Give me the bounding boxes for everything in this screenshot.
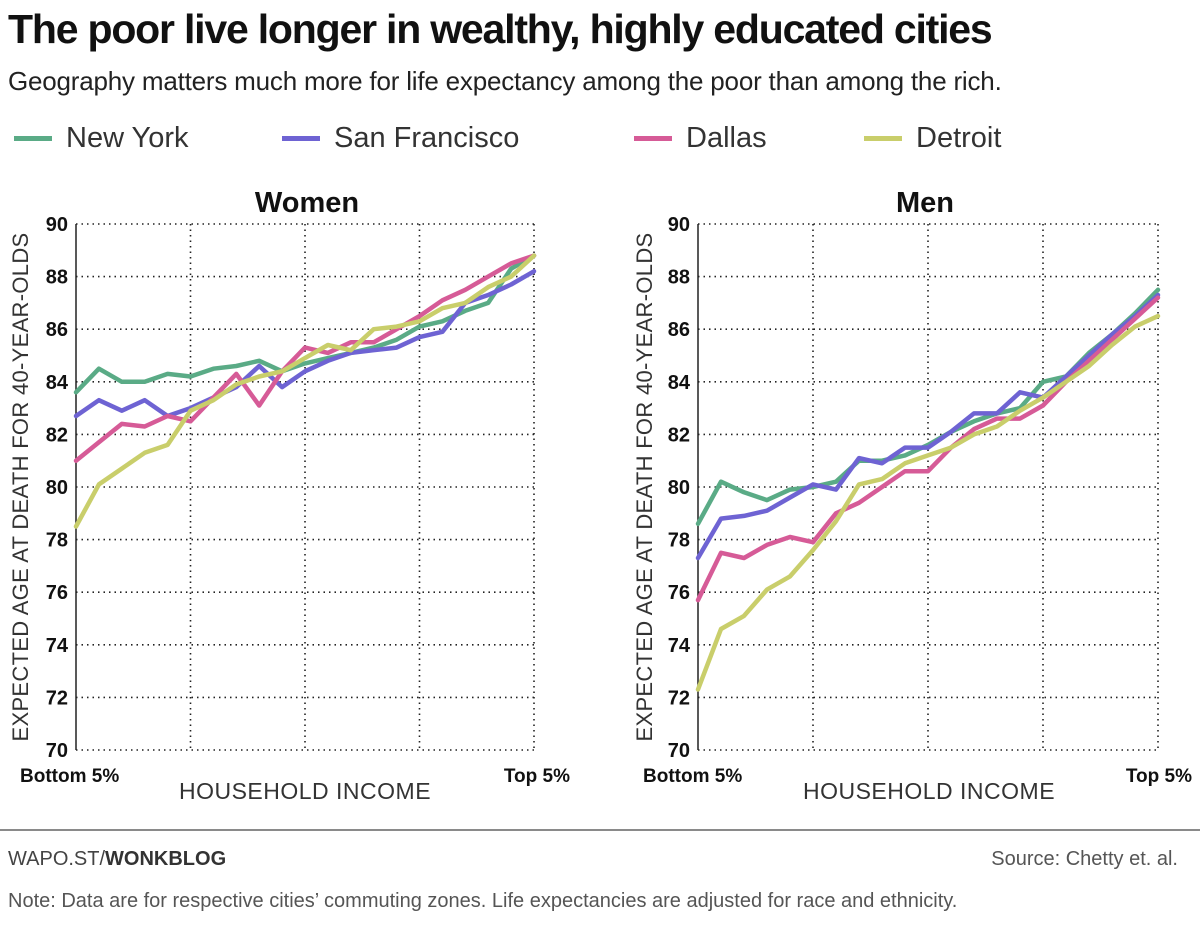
- legend-swatch-dallas: [634, 135, 672, 141]
- women-y-tick-label: 76: [46, 582, 68, 604]
- legend-item-detroit: Detroit: [864, 118, 1001, 158]
- women-y-tick-label: 82: [46, 424, 68, 446]
- men-y-tick-label: 84: [668, 372, 691, 394]
- women-y-tick-label: 80: [46, 477, 68, 499]
- men-x-tick-label-bottom: Bottom 5%: [643, 766, 742, 787]
- women-chart: Women 70 72 74 76 78 80 82 84 86 88 90 EXPECTED AGE …: [8, 187, 570, 804]
- legend-item-dallas: Dallas: [634, 118, 767, 158]
- women-y-axis-label: EXPECTED AGE AT DEATH FOR 40-YEAR-OLDS: [8, 233, 33, 742]
- men-chart: Men 70 72 74 76 78 80 82 84 86 88 90 EXPECTED AGE AT…: [632, 187, 1192, 804]
- men-panel-title: Men: [896, 187, 954, 219]
- men-y-tick-label: 82: [668, 424, 690, 446]
- men-series-san-francisco: [695, 292, 1161, 561]
- women-y-tick-label: 78: [46, 530, 68, 552]
- women-series-detroit: [73, 253, 537, 529]
- men-y-tick-label: 90: [668, 214, 690, 236]
- men-y-tick-label: 74: [668, 635, 691, 657]
- men-x-axis-label: HOUSEHOLD INCOME: [803, 778, 1055, 804]
- chart-title: The poor live longer in wealthy, highly …: [8, 6, 993, 52]
- credit-line: WAPO.ST/WONKBLOG: [8, 848, 226, 871]
- women-y-tick-label: 90: [46, 214, 68, 236]
- men-y-axis-label: EXPECTED AGE AT DEATH FOR 40-YEAR-OLDS: [632, 233, 657, 742]
- credit-bold: WONKBLOG: [105, 848, 227, 870]
- men-y-tick-label: 76: [668, 582, 690, 604]
- women-series-dallas: [73, 253, 537, 463]
- men-y-tick-label: 86: [668, 319, 690, 341]
- legend-label-san-francisco: San Francisco: [334, 121, 520, 154]
- note-text: Note: Data are for respective cities’ co…: [8, 890, 958, 912]
- legend-swatch-san-francisco: [282, 135, 320, 141]
- footer-divider: [0, 829, 1200, 831]
- women-y-tick-label: 72: [46, 687, 68, 709]
- women-series-san-francisco: [73, 269, 537, 419]
- men-y-tick-label: 88: [668, 267, 690, 289]
- men-series-detroit: [695, 313, 1161, 692]
- men-y-tick-label: 80: [668, 477, 690, 499]
- women-y-tick-label: 86: [46, 319, 68, 341]
- men-y-tick-label: 70: [668, 740, 690, 762]
- chart-subtitle: Geography matters much more for life exp…: [8, 66, 1002, 96]
- women-x-tick-label-bottom: Bottom 5%: [20, 766, 119, 787]
- legend: New York San Francisco Dallas Detroit: [0, 118, 1200, 162]
- women-x-axis-label: HOUSEHOLD INCOME: [179, 778, 431, 804]
- legend-item-san-francisco: San Francisco: [282, 118, 519, 158]
- legend-swatch-detroit: [864, 135, 902, 141]
- legend-swatch-new-york: [14, 135, 52, 141]
- men-y-tick-label: 72: [668, 687, 690, 709]
- women-y-tick-label: 70: [46, 740, 68, 762]
- men-series-dallas: [695, 295, 1161, 603]
- men-y-tick-label: 78: [668, 530, 690, 552]
- legend-label-dallas: Dallas: [686, 121, 767, 154]
- men-x-tick-label-top: Top 5%: [1126, 766, 1192, 787]
- legend-label-new-york: New York: [66, 121, 189, 154]
- women-y-tick-label: 84: [46, 372, 69, 394]
- source-text: Source: Chetty et. al.: [991, 848, 1178, 870]
- women-panel-title: Women: [255, 187, 359, 219]
- credit-prefix: WAPO.ST/: [8, 848, 106, 870]
- women-y-tick-label: 88: [46, 267, 68, 289]
- legend-label-detroit: Detroit: [916, 121, 1002, 154]
- women-y-tick-label: 74: [46, 635, 69, 657]
- women-x-tick-label-top: Top 5%: [504, 766, 570, 787]
- legend-item-new-york: New York: [14, 118, 189, 158]
